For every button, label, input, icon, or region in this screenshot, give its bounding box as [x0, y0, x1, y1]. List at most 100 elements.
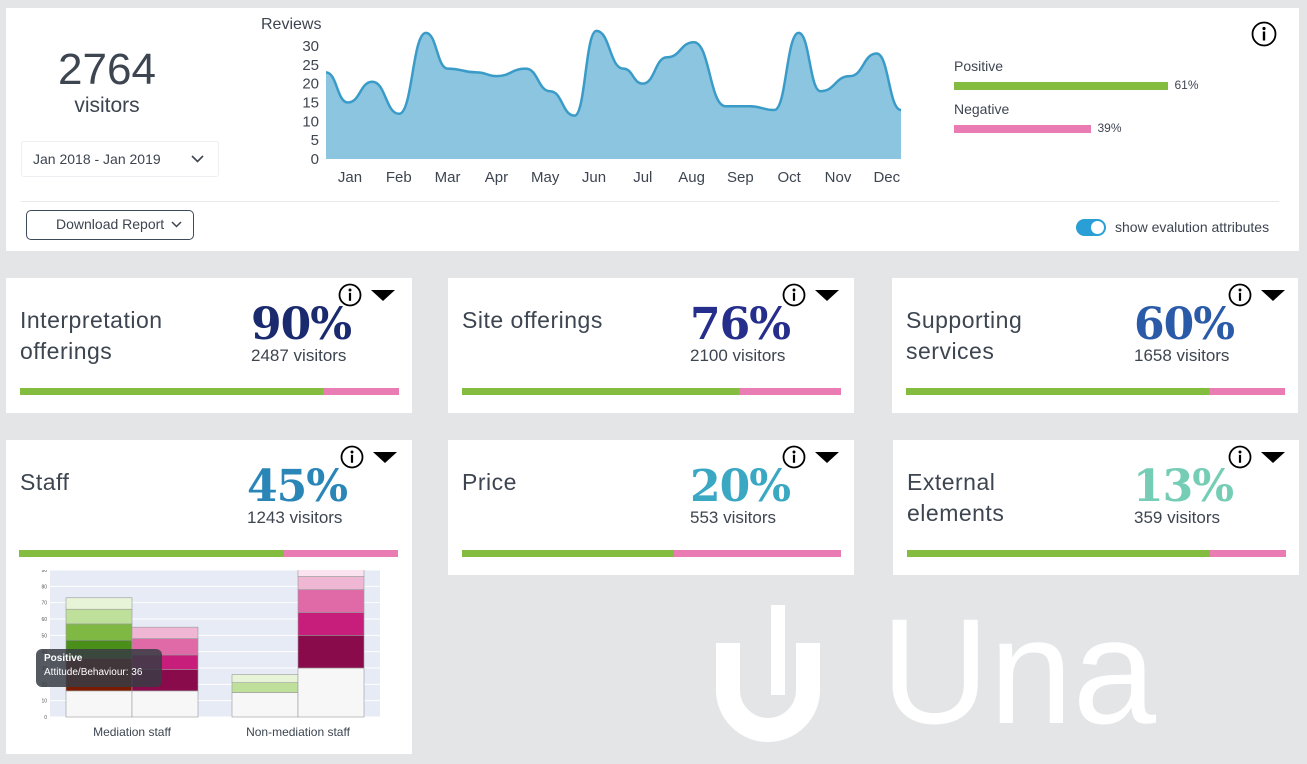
bar-segment [65, 597, 133, 610]
expand-caret-icon[interactable] [371, 289, 395, 301]
bar-segment [297, 589, 365, 613]
bar-segment [231, 674, 299, 683]
x-tick-label: May [531, 169, 560, 186]
info-icon[interactable] [340, 445, 364, 469]
category-visitors: 553 visitors [690, 508, 776, 527]
info-icon[interactable] [782, 445, 806, 469]
y-tick-label: 15 [302, 95, 319, 112]
card-controls [340, 445, 397, 469]
x-tick-label: Oct [778, 169, 802, 186]
category-title: Supporting services [906, 307, 1023, 364]
download-report-label: Download Report [56, 216, 165, 232]
info-icon[interactable] [1251, 21, 1277, 47]
expand-caret-icon[interactable] [1261, 451, 1285, 463]
chart-title: Reviews [261, 16, 321, 33]
category-title: Interpretation offerings [20, 307, 163, 364]
info-icon[interactable] [1228, 445, 1252, 469]
unai-logo: Unai [716, 605, 1156, 755]
summary-card: 2764 visitors Jan 2018 - Jan 2019 Review… [6, 8, 1299, 251]
expand-caret-icon[interactable] [373, 451, 397, 463]
staff-breakdown-chart: 0102030405060708090Mediation staffNon-me… [41, 570, 380, 739]
card-controls [782, 283, 839, 307]
x-tick-label: Sep [727, 169, 754, 186]
card-controls [782, 445, 839, 469]
y-tick-label: 0 [44, 715, 47, 721]
card-controls [338, 283, 395, 307]
sentiment-positive: Positive 61% [954, 58, 1214, 101]
bar-segment [131, 626, 199, 639]
sentiment-bar [462, 388, 841, 395]
x-tick-label: Dec [873, 169, 900, 186]
positive-segment [462, 388, 739, 395]
category-card-interpretation: Interpretation offerings 90% 2487 visitor… [6, 278, 412, 413]
sentiment-bar [20, 388, 399, 395]
positive-segment [462, 550, 675, 557]
y-tick-label: 30 [302, 38, 319, 55]
bar-segment [131, 690, 199, 718]
category-pct: 13% [1133, 461, 1234, 512]
date-range-dropdown[interactable]: Jan 2018 - Jan 2019 [21, 141, 219, 177]
category-title: Staff [20, 469, 70, 495]
area-fill [326, 30, 901, 159]
y-tick-label: 70 [41, 601, 47, 607]
x-tick-label: Aug [678, 169, 705, 186]
category-pct: 60% [1134, 299, 1235, 350]
expand-caret-icon[interactable] [1261, 289, 1285, 301]
chevron-down-icon [171, 221, 182, 228]
bar-segment [65, 690, 133, 718]
positive-pct: 61% [1174, 78, 1199, 92]
bar-segment [231, 692, 299, 718]
y-tick-label: 60 [41, 617, 47, 623]
category-card-price: Price 20% 553 visitors [448, 440, 854, 575]
category-card-site: Site offerings 76% 2100 visitors [448, 278, 854, 413]
download-report-button[interactable]: Download Report [26, 210, 194, 240]
category-pct: 76% [690, 299, 791, 350]
y-tick-label: 10 [302, 113, 319, 130]
evaluation-attributes-toggle[interactable] [1076, 219, 1106, 236]
positive-label: Positive [954, 58, 1004, 74]
sentiment-negative: Negative 39% [954, 101, 1214, 144]
x-tick-label: Jul [633, 169, 652, 186]
category-pct: 90% [251, 299, 352, 350]
category-visitors: 2100 visitors [690, 346, 786, 365]
bar-segment [297, 576, 365, 590]
positive-segment [907, 550, 1211, 557]
x-tick-label: Jun [582, 169, 606, 186]
bar-segment [231, 682, 299, 693]
sentiment-legend: Positive 61% Negative 39% [954, 58, 1214, 144]
x-tick-label: Nov [825, 169, 852, 186]
y-tick-label: 25 [302, 57, 319, 74]
category-visitors: 359 visitors [1134, 508, 1220, 527]
y-tick-label: 10 [41, 699, 47, 705]
info-icon[interactable] [782, 283, 806, 307]
y-tick-label: 90 [41, 570, 47, 574]
negative-label: Negative [954, 101, 1010, 117]
positive-segment [906, 388, 1210, 395]
category-card-external: External elements 13% 359 visitors [893, 440, 1299, 575]
y-tick-label: 0 [311, 151, 319, 168]
x-tick-label: Jan [338, 169, 362, 186]
category-visitors: 2487 visitors [251, 346, 347, 365]
bar-segment [297, 635, 365, 669]
negative-pct: 39% [1097, 121, 1122, 135]
bar-segment [65, 608, 133, 625]
expand-caret-icon[interactable] [815, 289, 839, 301]
x-tick-label: Apr [485, 169, 508, 186]
chevron-down-icon [191, 155, 204, 163]
bar-segment [297, 667, 365, 718]
info-icon[interactable] [338, 283, 362, 307]
chart-tooltip: Positive Attitude/Behaviour: 36 [36, 649, 162, 687]
positive-segment [20, 388, 324, 395]
category-card-staff: Staff 45% 1243 visitors 0102030405060708… [6, 440, 412, 754]
info-icon[interactable] [1228, 283, 1252, 307]
category-card-supporting: Supporting services 60% 1658 visitors [892, 278, 1298, 413]
category-pct: 45% [247, 461, 348, 512]
logo-text: Unai [881, 605, 1156, 755]
y-tick-label: 80 [41, 584, 47, 590]
positive-bar [954, 82, 1168, 90]
y-tick-label: 50 [41, 633, 47, 639]
expand-caret-icon[interactable] [815, 451, 839, 463]
sentiment-bar [462, 550, 841, 557]
tooltip-title: Positive [44, 653, 83, 664]
y-tick-label: 20 [302, 76, 319, 93]
